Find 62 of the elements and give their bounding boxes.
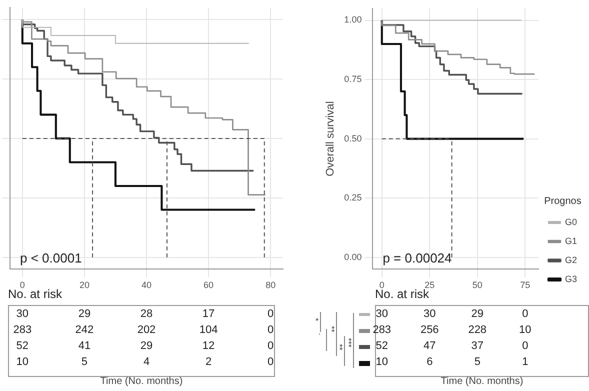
y-tick-label: 0.50 bbox=[344, 133, 362, 144]
y-axis-title: Overall survival bbox=[324, 101, 337, 176]
text: 41 bbox=[78, 340, 91, 352]
legend-label: G0 bbox=[564, 216, 578, 227]
text: 10 bbox=[16, 356, 29, 368]
legend-label: G2 bbox=[564, 254, 578, 265]
text: 0 bbox=[268, 308, 274, 320]
text: *** bbox=[344, 338, 353, 348]
text: 0 bbox=[268, 324, 274, 336]
text: 242 bbox=[75, 324, 94, 336]
y-tick-label: 0.00 bbox=[344, 252, 362, 262]
y-tick-label: 0.75 bbox=[344, 74, 362, 84]
text: 10 bbox=[519, 324, 532, 336]
y-tick-label: 0.25 bbox=[344, 192, 362, 203]
text: 4 bbox=[143, 356, 150, 368]
x-tick-label: 40 bbox=[141, 280, 152, 290]
text: 17 bbox=[202, 308, 215, 320]
text: 52 bbox=[376, 340, 388, 352]
y-tick-label: 1.00 bbox=[344, 14, 362, 25]
x-tick-label: 20 bbox=[79, 280, 90, 290]
text: 47 bbox=[424, 340, 436, 352]
text: 256 bbox=[420, 324, 439, 336]
text: 283 bbox=[372, 324, 392, 336]
text: . bbox=[317, 333, 326, 336]
x-tick-label: 75 bbox=[520, 280, 530, 290]
text: 30 bbox=[376, 308, 388, 320]
x-axis-title: Time (No. months) bbox=[440, 376, 524, 387]
text: 5 bbox=[474, 356, 480, 368]
text: ** bbox=[327, 326, 336, 332]
text: 52 bbox=[16, 340, 29, 352]
text: 0 bbox=[522, 340, 528, 352]
text: 0 bbox=[522, 308, 528, 320]
text: 28 bbox=[140, 308, 153, 320]
text: 0 bbox=[268, 340, 274, 352]
x-tick-label: 50 bbox=[472, 280, 482, 290]
text: 104 bbox=[199, 324, 218, 336]
text: 10 bbox=[376, 356, 388, 368]
legend-title: Prognos bbox=[544, 196, 582, 207]
x-tick-label: 80 bbox=[266, 280, 276, 290]
text: 228 bbox=[468, 324, 487, 336]
text: 202 bbox=[137, 324, 156, 336]
text: 12 bbox=[202, 340, 215, 352]
text: ** bbox=[335, 344, 344, 350]
text: 30 bbox=[16, 308, 29, 320]
text: 29 bbox=[78, 308, 91, 320]
x-tick-label: 60 bbox=[204, 280, 214, 290]
legend-label: G1 bbox=[564, 236, 578, 246]
text: 29 bbox=[471, 308, 484, 320]
text: 0 bbox=[268, 356, 274, 368]
text: 6 bbox=[426, 356, 433, 368]
text: 29 bbox=[140, 340, 153, 352]
text: 283 bbox=[13, 324, 32, 336]
text: 2 bbox=[205, 356, 212, 368]
legend-label: G3 bbox=[564, 274, 578, 284]
x-axis-title: Time (No. months) bbox=[99, 376, 184, 387]
annotation: p < 0.0001 bbox=[20, 250, 82, 266]
text: 5 bbox=[81, 356, 88, 368]
text: 37 bbox=[471, 340, 484, 352]
text: 30 bbox=[424, 308, 436, 320]
text: 1 bbox=[522, 356, 528, 368]
annotation: p = 0.00024 bbox=[382, 250, 452, 266]
text: * bbox=[311, 318, 320, 322]
